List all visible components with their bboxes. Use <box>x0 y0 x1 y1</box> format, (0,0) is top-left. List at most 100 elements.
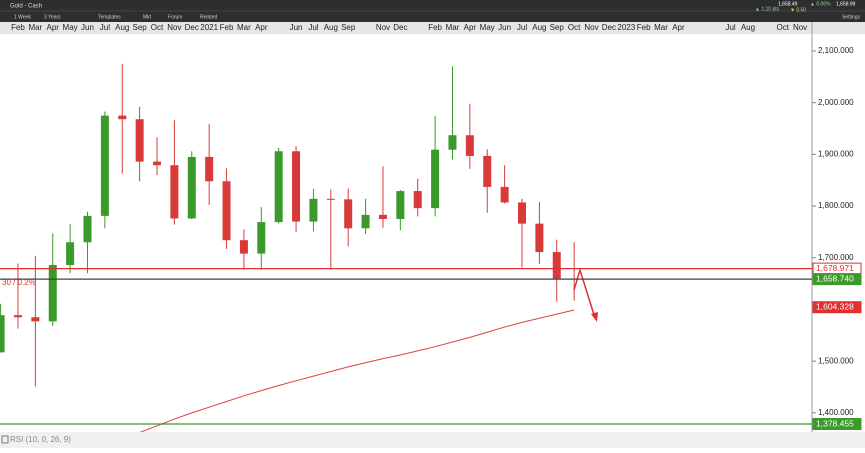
candle-body <box>118 115 127 120</box>
y-tick-label: 2,000.000 <box>818 98 854 107</box>
indicator-label[interactable]: RSI (10, 0, 26, 9) <box>10 435 71 444</box>
price-axis-bg <box>812 34 865 432</box>
x-tick-label: Aug <box>115 23 129 32</box>
candle-body <box>66 242 75 266</box>
candle-body <box>135 119 144 162</box>
candle-body <box>48 265 57 322</box>
indicator-bar <box>0 432 865 448</box>
x-tick-label: Sep <box>550 23 565 32</box>
candle-body <box>0 315 5 353</box>
toolbar-button[interactable]: 3 Years <box>44 14 61 20</box>
candle-body <box>396 191 405 219</box>
annotation: 30 / 0.2% <box>2 278 36 287</box>
candle-body <box>465 135 474 156</box>
x-tick-label: Dec <box>602 23 616 32</box>
x-tick-label: Nov <box>167 23 181 32</box>
x-tick-label: Apr <box>255 23 268 32</box>
date-axis-bg <box>0 22 865 34</box>
x-tick-label: Mar <box>28 23 42 32</box>
candle-body <box>344 199 353 229</box>
x-tick-label: Dec <box>393 23 407 32</box>
x-tick-label: Sep <box>133 23 148 32</box>
arrow-head <box>591 312 598 322</box>
candle-body <box>100 115 109 216</box>
candle-body <box>378 214 387 219</box>
level-label: 1,658.740 <box>816 273 854 283</box>
moving-average <box>139 309 575 432</box>
candle-body <box>31 317 40 322</box>
spread: ▼ 0.50 <box>790 7 806 13</box>
candle-body <box>170 165 179 219</box>
x-tick-label: Aug <box>324 23 338 32</box>
candle-body <box>518 202 526 224</box>
x-tick-label: Feb <box>220 23 234 32</box>
x-tick-label: Jun <box>290 23 303 32</box>
level-tag <box>812 301 862 314</box>
y-tick-label: 1,700.000 <box>818 253 854 262</box>
candle-body <box>309 198 318 222</box>
y-tick-label: 1,400.000 <box>818 408 854 417</box>
candle-body <box>222 181 231 241</box>
x-tick-label: Feb <box>11 23 25 32</box>
x-tick-label: Feb <box>637 23 651 32</box>
bid[interactable]: 1,658.49 <box>778 1 798 7</box>
candle-body <box>205 156 214 182</box>
x-tick-label: Feb <box>428 23 442 32</box>
x-tick-label: Nov <box>584 23 598 32</box>
candle-body <box>274 151 283 223</box>
x-tick-label: May <box>63 23 78 32</box>
candle-body <box>535 223 544 253</box>
toolbar-button[interactable]: Related <box>200 14 217 20</box>
candle-body <box>153 161 162 166</box>
x-tick-label: Sep <box>341 23 356 32</box>
x-tick-label: Dec <box>185 23 199 32</box>
x-tick-label: 2021 <box>200 23 218 32</box>
toolbar-button[interactable]: Templates <box>98 14 121 20</box>
candle-body <box>413 191 422 209</box>
x-tick-label: Jul <box>100 23 110 32</box>
level-label: 1,378.455 <box>816 418 854 428</box>
x-tick-label: Mar <box>654 23 668 32</box>
y-tick-label: 1,800.000 <box>818 201 854 210</box>
x-tick-label: Oct <box>776 23 789 32</box>
x-tick-label: Nov <box>376 23 390 32</box>
toolbar-button[interactable]: 1 Week <box>14 14 31 20</box>
plot-bg <box>0 34 812 432</box>
change-pct: ▲ 0.06% <box>810 1 831 7</box>
x-tick-label: Apr <box>672 23 685 32</box>
level-label: 1,678.971 <box>816 263 854 273</box>
plot <box>0 63 579 432</box>
arrow <box>573 267 596 319</box>
x-tick-label: Apr <box>464 23 477 32</box>
candle-body <box>187 156 196 219</box>
x-tick-label: Jul <box>308 23 318 32</box>
candle-body <box>257 222 266 254</box>
candle-body <box>361 214 370 229</box>
x-tick-label: Nov <box>793 23 807 32</box>
ask[interactable]: 1,658.99 <box>836 1 856 7</box>
level-label: 1,604.328 <box>816 301 854 311</box>
x-tick-label: Oct <box>151 23 164 32</box>
x-tick-label: Apr <box>47 23 60 32</box>
toolbar-button[interactable]: Mkt <box>143 14 152 20</box>
settings[interactable]: Settings <box>842 14 861 20</box>
x-tick-label: Jun <box>81 23 94 32</box>
candle-body <box>552 252 561 279</box>
candle-body <box>292 151 301 222</box>
x-tick-label: Mar <box>446 23 460 32</box>
indicator-icon[interactable] <box>1 435 9 444</box>
toolbar-button[interactable]: Forum <box>168 14 182 20</box>
x-tick-label: Jul <box>725 23 735 32</box>
y-tick-label: 1,500.000 <box>818 356 854 365</box>
candle-body <box>448 135 457 150</box>
candle-body <box>431 149 440 209</box>
candle-body <box>326 198 335 200</box>
y-tick-label: 2,100.000 <box>818 46 854 55</box>
x-tick-label: Mar <box>237 23 251 32</box>
x-tick-label: Aug <box>741 23 755 32</box>
x-tick-label: Aug <box>532 23 546 32</box>
candle-body <box>483 155 492 187</box>
candle-body <box>13 315 22 318</box>
